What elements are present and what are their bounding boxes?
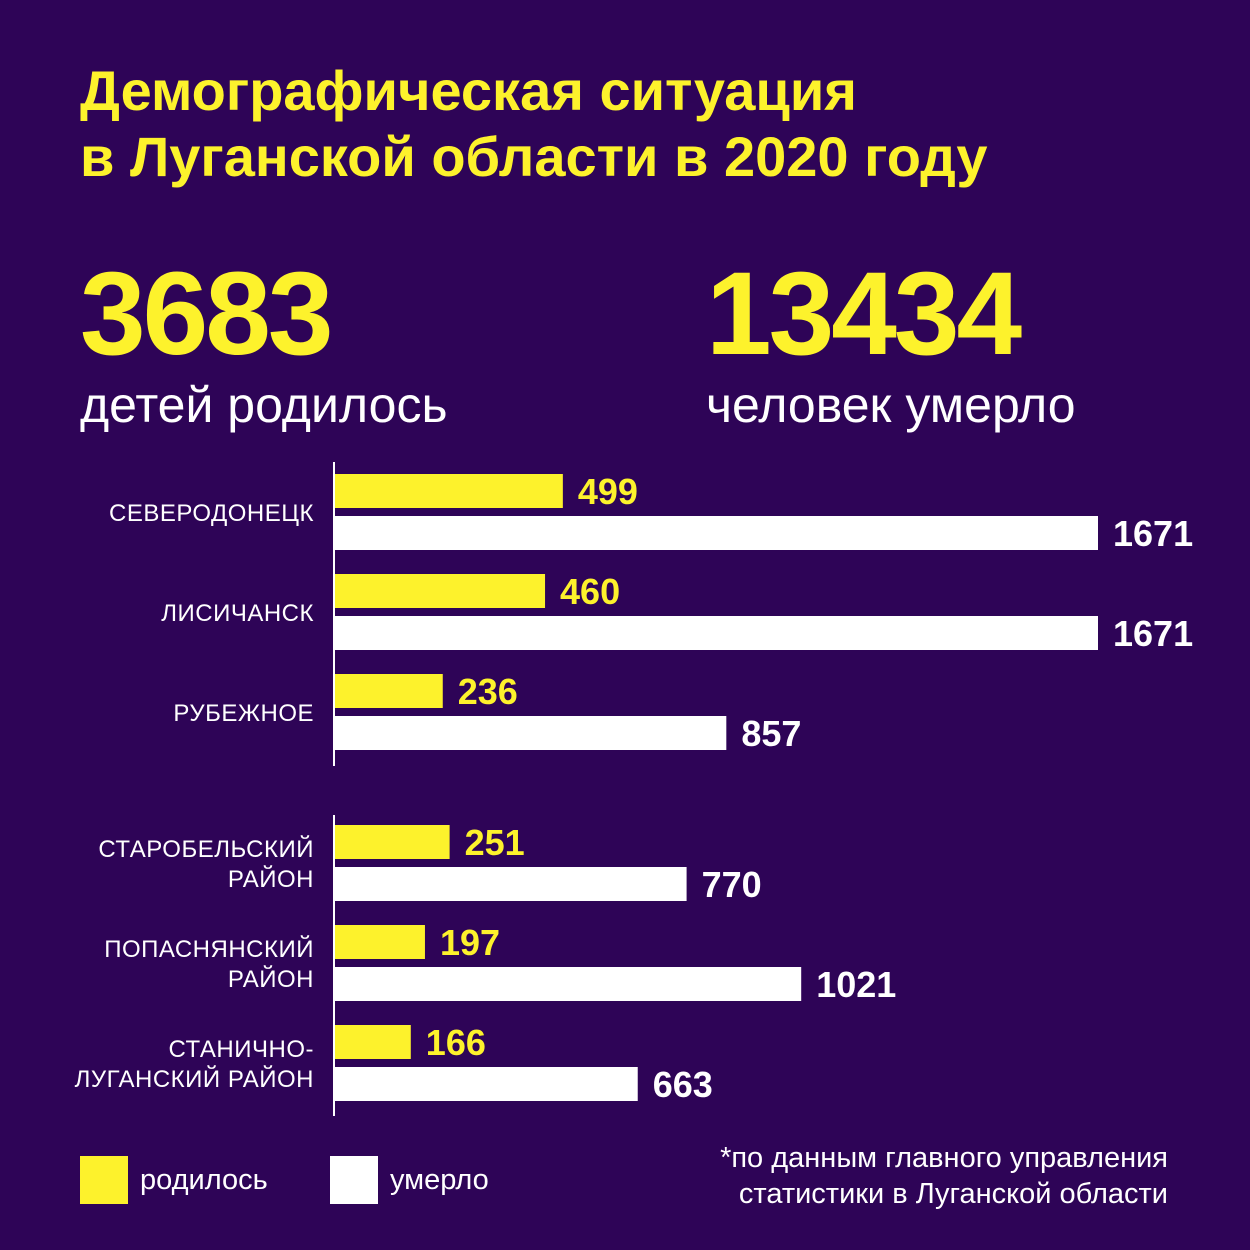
bar-born (335, 825, 450, 859)
data-label-died: 857 (741, 713, 801, 754)
title-line-2: в Луганской области в 2020 году (80, 125, 988, 188)
data-label-born: 251 (465, 822, 525, 863)
data-label-born: 499 (578, 471, 638, 512)
bar-born (335, 1025, 411, 1059)
data-label-died: 1671 (1113, 513, 1193, 554)
legend-born: родилось (80, 1156, 268, 1204)
bar-born (335, 474, 563, 508)
category-label: СТАРОБЕЛЬСКИЙ (98, 835, 314, 863)
category-label: РУБЕЖНОЕ (173, 700, 314, 727)
data-label-died: 1021 (816, 964, 896, 1005)
legend-died: умерло (330, 1156, 489, 1204)
born-total-stat: 3683 детей родилось (80, 255, 448, 435)
bar-born (335, 925, 425, 959)
title-line-1: Демографическая ситуация (80, 59, 857, 122)
data-label-died: 663 (653, 1064, 713, 1105)
data-label-born: 236 (458, 671, 518, 712)
category-label: СТАНИЧНО- (169, 1036, 314, 1063)
category-label: ПОПАСНЯНСКИЙ (104, 935, 314, 963)
bar-born (335, 574, 546, 608)
category-label: ЛУГАНСКИЙ РАЙОН (75, 1065, 314, 1093)
data-label-born: 197 (440, 922, 500, 963)
bar-died (335, 1067, 638, 1101)
page-title: Демографическая ситуация в Луганской обл… (80, 58, 988, 190)
born-total-label: детей родилось (80, 377, 448, 433)
footnote-line-1: *по данным главного управления (720, 1142, 1168, 1174)
died-total-stat: 13434 человек умерло (706, 255, 1076, 435)
data-label-born: 166 (426, 1022, 486, 1063)
born-total-value: 3683 (80, 248, 334, 380)
bar-died (335, 716, 727, 750)
legend-born-label: родилось (140, 1163, 268, 1196)
bar-born (335, 674, 443, 708)
source-footnote: *по данным главного управления статистик… (720, 1140, 1168, 1212)
category-label: ЛИСИЧАНСК (161, 600, 314, 627)
bar-died (335, 867, 687, 901)
category-label: РАЙОН (228, 865, 314, 893)
data-label-died: 1671 (1113, 613, 1193, 654)
legend-died-label: умерло (390, 1163, 489, 1196)
died-total-value: 13434 (706, 248, 1022, 380)
footnote-line-2: статистики в Луганской области (738, 1178, 1168, 1210)
bar-died (335, 516, 1098, 550)
bar-died (335, 616, 1098, 650)
legend-born-swatch (80, 1156, 128, 1204)
died-total-label: человек умерло (706, 377, 1076, 433)
category-label: СЕВЕРОДОНЕЦК (109, 500, 314, 527)
bar-died (335, 967, 802, 1001)
data-label-born: 460 (560, 571, 620, 612)
data-label-died: 770 (702, 864, 762, 905)
legend-died-swatch (330, 1156, 378, 1204)
bar-chart: 499 1671 СЕВЕРОДОНЕЦК 460 1671 ЛИСИЧАНСК 236 85… (75, 462, 1193, 1116)
category-label: РАЙОН (228, 965, 314, 993)
